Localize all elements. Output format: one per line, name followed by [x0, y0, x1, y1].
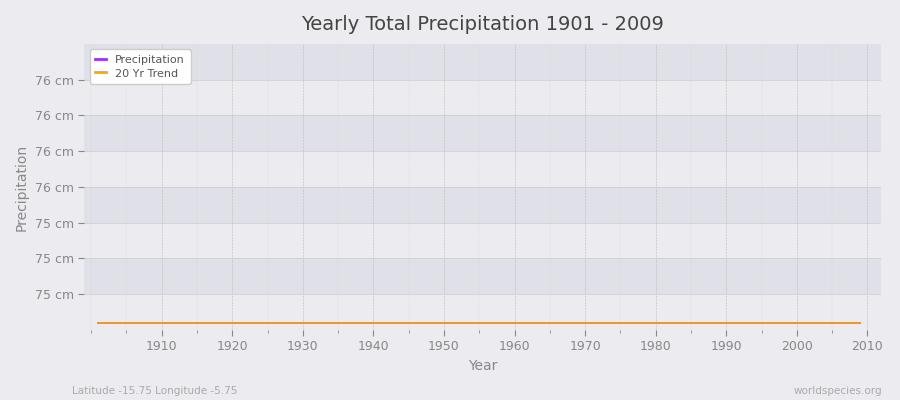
Precipitation: [304, 320, 315, 325]
Precipitation: [855, 320, 866, 325]
Text: Latitude -15.75 Longitude -5.75: Latitude -15.75 Longitude -5.75: [72, 386, 238, 396]
Bar: [84, 116, 881, 151]
Text: worldspecies.org: worldspecies.org: [794, 386, 882, 396]
20 Yr Trend: [502, 320, 513, 325]
Precipitation: [346, 320, 357, 325]
Bar: [84, 44, 881, 80]
Precipitation: [149, 320, 160, 325]
20 Yr Trend: [346, 320, 357, 325]
20 Yr Trend: [509, 320, 520, 325]
20 Yr Trend: [594, 320, 605, 325]
Precipitation: [93, 320, 104, 325]
Legend: Precipitation, 20 Yr Trend: Precipitation, 20 Yr Trend: [90, 50, 191, 84]
Bar: [84, 223, 881, 258]
Precipitation: [509, 320, 520, 325]
Bar: [84, 258, 881, 294]
20 Yr Trend: [93, 320, 104, 325]
Bar: [84, 151, 881, 187]
Y-axis label: Precipitation: Precipitation: [15, 143, 29, 230]
20 Yr Trend: [855, 320, 866, 325]
Precipitation: [502, 320, 513, 325]
Bar: [84, 187, 881, 223]
Precipitation: [594, 320, 605, 325]
Bar: [84, 294, 881, 330]
X-axis label: Year: Year: [468, 359, 498, 373]
20 Yr Trend: [149, 320, 160, 325]
Bar: [84, 80, 881, 116]
20 Yr Trend: [304, 320, 315, 325]
Title: Yearly Total Precipitation 1901 - 2009: Yearly Total Precipitation 1901 - 2009: [302, 15, 664, 34]
